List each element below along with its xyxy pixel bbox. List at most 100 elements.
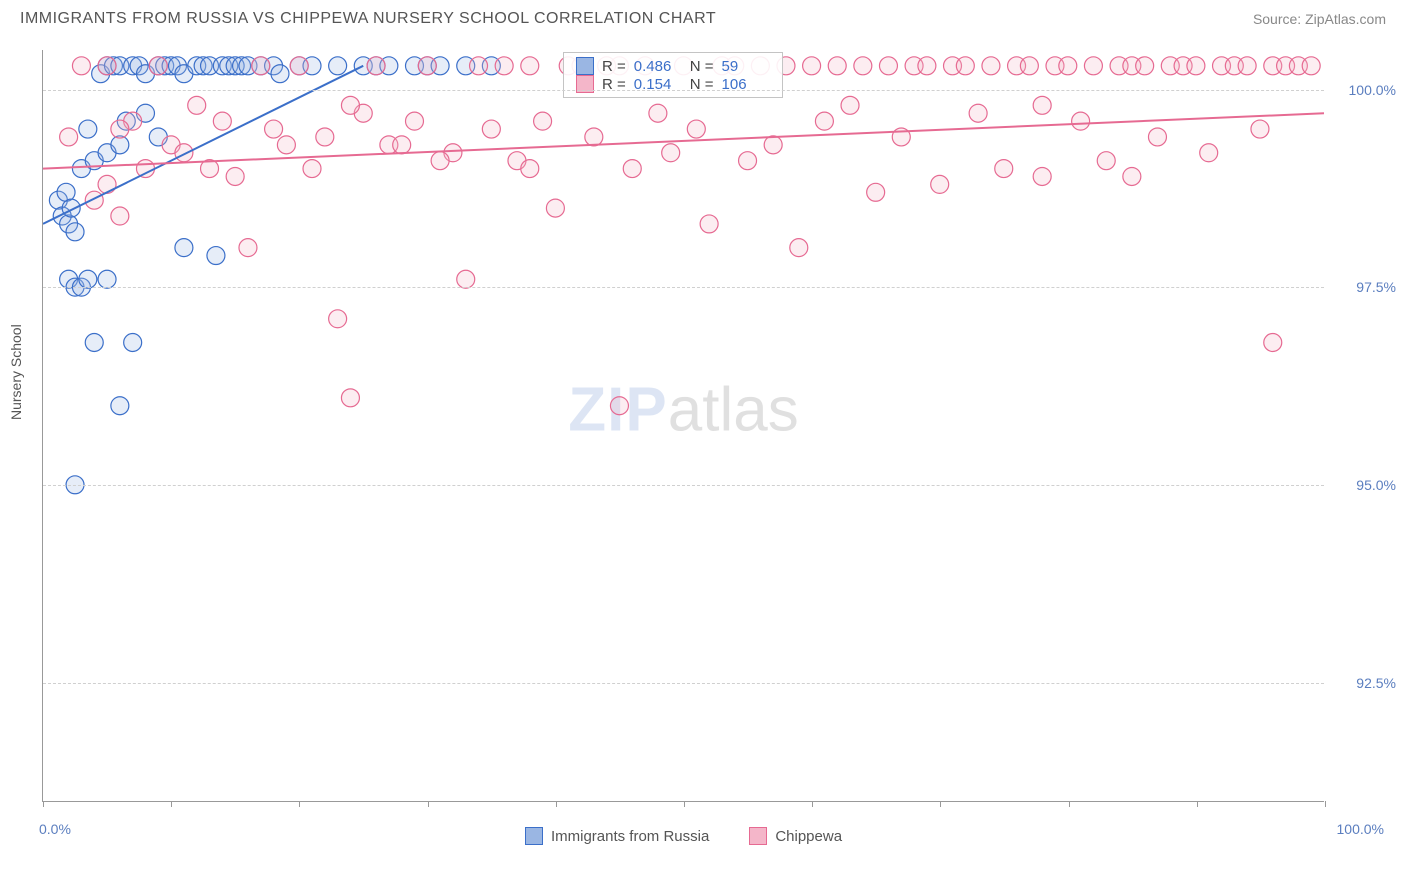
data-point-chippewa — [521, 160, 539, 178]
data-point-russia — [79, 270, 97, 288]
data-point-chippewa — [457, 270, 475, 288]
y-axis-label: Nursery School — [8, 324, 24, 420]
legend-label-russia: Immigrants from Russia — [551, 828, 709, 845]
source-label: Source: ZipAtlas.com — [1253, 11, 1386, 27]
data-point-chippewa — [739, 152, 757, 170]
swatch-russia — [576, 57, 594, 75]
data-point-chippewa — [867, 183, 885, 201]
data-point-chippewa — [111, 207, 129, 225]
x-tick — [556, 801, 557, 807]
data-point-chippewa — [341, 389, 359, 407]
data-point-chippewa — [1148, 128, 1166, 146]
x-tick — [171, 801, 172, 807]
data-point-chippewa — [828, 57, 846, 75]
data-point-chippewa — [1059, 57, 1077, 75]
data-point-russia — [85, 334, 103, 352]
data-point-chippewa — [367, 57, 385, 75]
x-label-right: 100.0% — [1337, 821, 1384, 837]
data-point-chippewa — [931, 175, 949, 193]
y-tick-label: 100.0% — [1336, 82, 1396, 98]
data-point-chippewa — [149, 57, 167, 75]
data-point-chippewa — [226, 167, 244, 185]
data-point-chippewa — [815, 112, 833, 130]
data-point-chippewa — [431, 152, 449, 170]
data-point-chippewa — [982, 57, 1000, 75]
data-point-chippewa — [290, 57, 308, 75]
data-point-chippewa — [482, 120, 500, 138]
data-point-chippewa — [995, 160, 1013, 178]
chart-title: IMMIGRANTS FROM RUSSIA VS CHIPPEWA NURSE… — [20, 10, 716, 28]
data-point-chippewa — [803, 57, 821, 75]
data-point-chippewa — [98, 175, 116, 193]
data-point-chippewa — [85, 191, 103, 209]
data-point-russia — [79, 120, 97, 138]
data-point-chippewa — [341, 96, 359, 114]
data-point-chippewa — [969, 104, 987, 122]
gridline — [43, 287, 1324, 288]
data-point-chippewa — [649, 104, 667, 122]
data-point-chippewa — [1084, 57, 1102, 75]
data-point-chippewa — [72, 57, 90, 75]
data-point-chippewa — [136, 160, 154, 178]
r-label: R = — [602, 58, 626, 75]
data-point-chippewa — [60, 128, 78, 146]
data-point-chippewa — [239, 239, 257, 257]
data-point-chippewa — [277, 136, 295, 154]
data-point-chippewa — [521, 57, 539, 75]
data-point-chippewa — [687, 120, 705, 138]
x-tick — [1069, 801, 1070, 807]
plot-area: ZIPatlas R = 0.486 N = 59 R = 0.154 N = … — [42, 50, 1324, 802]
data-point-chippewa — [470, 57, 488, 75]
stats-legend: R = 0.486 N = 59 R = 0.154 N = 106 — [563, 52, 783, 98]
data-point-chippewa — [610, 397, 628, 415]
data-point-chippewa — [1123, 167, 1141, 185]
bottom-legend: Immigrants from Russia Chippewa — [43, 827, 1324, 845]
data-point-chippewa — [764, 136, 782, 154]
data-point-chippewa — [546, 199, 564, 217]
data-point-chippewa — [1033, 167, 1051, 185]
data-point-chippewa — [418, 57, 436, 75]
data-point-chippewa — [265, 120, 283, 138]
data-point-russia — [111, 397, 129, 415]
data-point-russia — [207, 247, 225, 265]
data-point-chippewa — [175, 144, 193, 162]
data-point-russia — [62, 199, 80, 217]
data-point-chippewa — [303, 160, 321, 178]
data-point-chippewa — [405, 112, 423, 130]
x-tick — [812, 801, 813, 807]
data-point-chippewa — [790, 239, 808, 257]
scatter-svg — [43, 50, 1324, 801]
x-tick — [299, 801, 300, 807]
data-point-russia — [329, 57, 347, 75]
x-tick — [940, 801, 941, 807]
data-point-chippewa — [879, 57, 897, 75]
n-label: N = — [690, 58, 714, 75]
y-tick-label: 97.5% — [1336, 279, 1396, 295]
x-tick — [1197, 801, 1198, 807]
data-point-chippewa — [329, 310, 347, 328]
x-tick — [428, 801, 429, 807]
data-point-chippewa — [662, 144, 680, 162]
data-point-chippewa — [918, 57, 936, 75]
chart-header: IMMIGRANTS FROM RUSSIA VS CHIPPEWA NURSE… — [0, 0, 1406, 34]
data-point-chippewa — [1187, 57, 1205, 75]
data-point-chippewa — [1264, 334, 1282, 352]
y-tick-label: 95.0% — [1336, 477, 1396, 493]
data-point-chippewa — [98, 57, 116, 75]
trend-line-chippewa — [43, 113, 1324, 168]
gridline — [43, 90, 1324, 91]
data-point-chippewa — [111, 120, 129, 138]
data-point-chippewa — [623, 160, 641, 178]
data-point-chippewa — [1251, 120, 1269, 138]
x-tick — [1325, 801, 1326, 807]
data-point-chippewa — [213, 112, 231, 130]
legend-item-russia: Immigrants from Russia — [525, 827, 709, 845]
data-point-chippewa — [1072, 112, 1090, 130]
data-point-chippewa — [700, 215, 718, 233]
legend-label-chippewa: Chippewa — [775, 828, 842, 845]
legend-swatch-russia — [525, 827, 543, 845]
data-point-russia — [124, 334, 142, 352]
data-point-chippewa — [1200, 144, 1218, 162]
y-tick-label: 92.5% — [1336, 675, 1396, 691]
legend-swatch-chippewa — [749, 827, 767, 845]
